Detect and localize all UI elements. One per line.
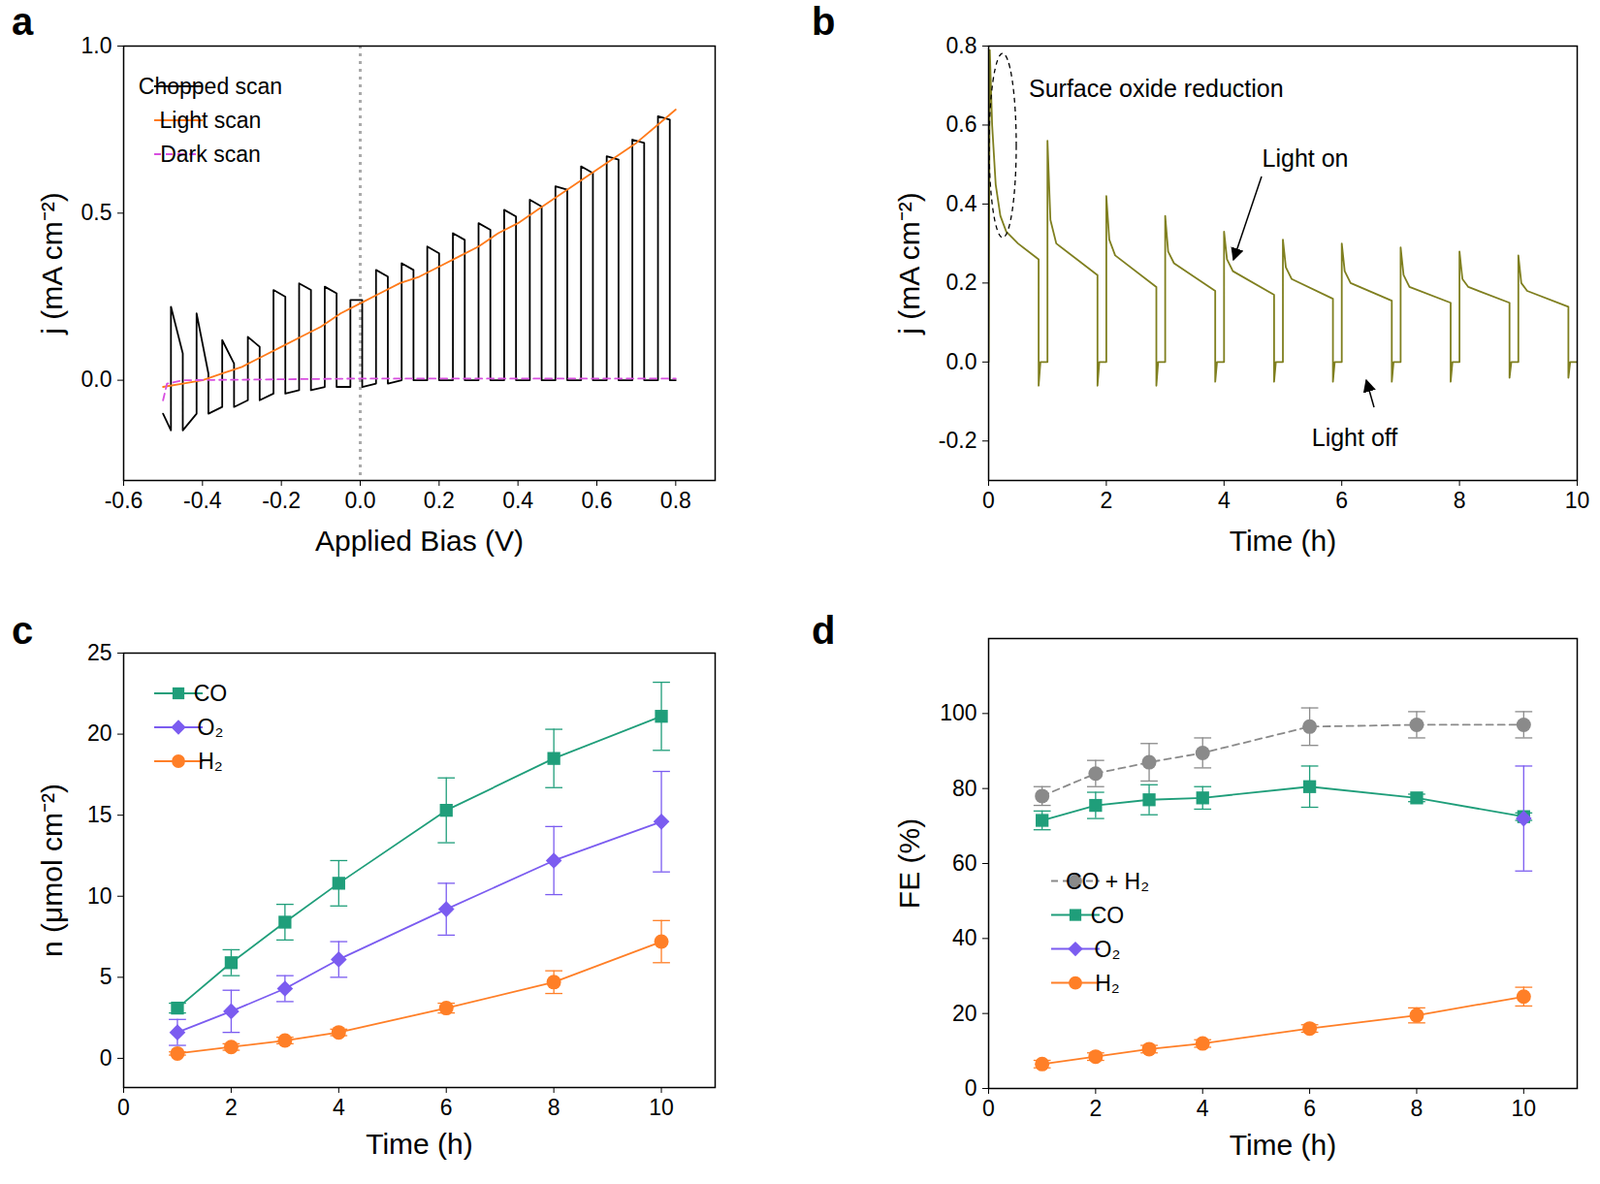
svg-text:-0.2: -0.2 bbox=[261, 487, 301, 513]
svg-text:Light scan: Light scan bbox=[160, 107, 262, 133]
svg-text:j (mA cm⁻²): j (mA cm⁻²) bbox=[35, 192, 68, 336]
svg-text:Time (h): Time (h) bbox=[1229, 524, 1338, 557]
html-text:d: d bbox=[811, 608, 836, 652]
svg-text:40: 40 bbox=[952, 925, 978, 951]
svg-text:Applied Bias (V): Applied Bias (V) bbox=[315, 524, 524, 557]
svg-text:H₂: H₂ bbox=[1094, 970, 1120, 996]
svg-text:0.4: 0.4 bbox=[946, 191, 978, 217]
svg-text:Light off: Light off bbox=[1312, 423, 1399, 451]
svg-text:0.2: 0.2 bbox=[946, 269, 978, 295]
svg-text:CO: CO bbox=[193, 680, 228, 706]
svg-text:-0.6: -0.6 bbox=[104, 487, 144, 513]
svg-text:6: 6 bbox=[440, 1094, 453, 1120]
svg-text:0: 0 bbox=[982, 487, 995, 513]
html-text:c: c bbox=[11, 608, 34, 652]
svg-text:0: 0 bbox=[117, 1094, 130, 1120]
svg-text:0.6: 0.6 bbox=[581, 487, 613, 513]
svg-text:8: 8 bbox=[1453, 487, 1467, 513]
svg-text:100: 100 bbox=[939, 700, 977, 726]
svg-text:0.8: 0.8 bbox=[946, 32, 978, 59]
svg-text:-0.2: -0.2 bbox=[938, 427, 978, 453]
svg-text:Time (h): Time (h) bbox=[1229, 1128, 1338, 1161]
svg-text:10: 10 bbox=[1565, 487, 1591, 513]
svg-text:0.2: 0.2 bbox=[423, 487, 455, 513]
svg-text:4: 4 bbox=[332, 1094, 346, 1120]
svg-text:Light on: Light on bbox=[1262, 144, 1349, 172]
svg-text:10: 10 bbox=[1511, 1095, 1537, 1121]
svg-text:80: 80 bbox=[952, 775, 978, 801]
svg-text:H₂: H₂ bbox=[197, 748, 224, 774]
svg-text:0: 0 bbox=[964, 1075, 978, 1101]
svg-text:n (μmol cm⁻²): n (μmol cm⁻²) bbox=[35, 783, 68, 958]
svg-text:0.0: 0.0 bbox=[946, 349, 978, 375]
svg-text:25: 25 bbox=[87, 640, 113, 666]
svg-text:20: 20 bbox=[87, 720, 113, 746]
svg-text:10: 10 bbox=[648, 1094, 674, 1120]
svg-text:15: 15 bbox=[87, 801, 113, 828]
svg-text:2: 2 bbox=[1100, 487, 1114, 513]
svg-text:4: 4 bbox=[1196, 1095, 1210, 1121]
svg-text:0.8: 0.8 bbox=[660, 487, 692, 513]
svg-text:CO: CO bbox=[1090, 902, 1125, 928]
svg-text:j (mA cm⁻²): j (mA cm⁻²) bbox=[893, 192, 926, 336]
svg-text:6: 6 bbox=[1303, 1095, 1316, 1121]
svg-text:4: 4 bbox=[1217, 487, 1231, 513]
svg-text:60: 60 bbox=[952, 850, 978, 876]
svg-text:0.0: 0.0 bbox=[81, 366, 113, 392]
svg-text:Surface oxide reduction: Surface oxide reduction bbox=[1028, 74, 1284, 102]
svg-text:6: 6 bbox=[1335, 487, 1348, 513]
svg-text:1.0: 1.0 bbox=[81, 32, 113, 59]
svg-text:20: 20 bbox=[952, 1000, 978, 1026]
svg-text:-0.4: -0.4 bbox=[183, 487, 223, 513]
svg-text:O₂: O₂ bbox=[197, 714, 224, 740]
html-text:a: a bbox=[11, 0, 34, 43]
svg-text:5: 5 bbox=[99, 963, 113, 990]
svg-text:8: 8 bbox=[1410, 1095, 1424, 1121]
svg-text:O₂: O₂ bbox=[1094, 936, 1121, 962]
svg-text:0.4: 0.4 bbox=[502, 487, 534, 513]
svg-text:0: 0 bbox=[982, 1095, 995, 1121]
svg-text:10: 10 bbox=[87, 883, 113, 909]
svg-text:0.5: 0.5 bbox=[81, 199, 113, 225]
svg-text:Chopped scan: Chopped scan bbox=[138, 73, 283, 99]
html-text:b: b bbox=[811, 0, 836, 43]
svg-text:2: 2 bbox=[224, 1094, 238, 1120]
svg-text:8: 8 bbox=[547, 1094, 561, 1120]
svg-text:0.6: 0.6 bbox=[946, 111, 978, 137]
svg-text:2: 2 bbox=[1088, 1095, 1102, 1121]
svg-text:FE (%): FE (%) bbox=[893, 818, 926, 909]
svg-text:Dark scan: Dark scan bbox=[160, 141, 261, 167]
svg-text:Time (h): Time (h) bbox=[365, 1127, 474, 1160]
svg-text:0: 0 bbox=[99, 1045, 113, 1071]
svg-text:CO + H₂: CO + H₂ bbox=[1065, 868, 1150, 895]
svg-text:0.0: 0.0 bbox=[345, 487, 377, 513]
